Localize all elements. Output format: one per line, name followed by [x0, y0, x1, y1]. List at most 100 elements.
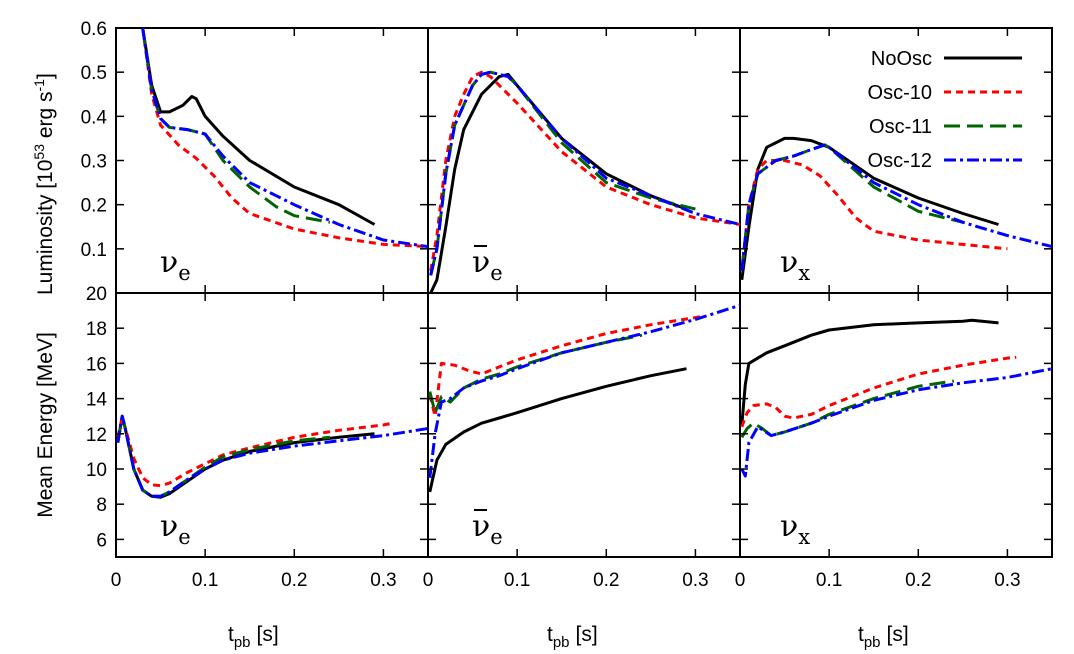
data-curves [116, 28, 1052, 499]
series-line-osc-10 [141, 28, 428, 249]
xlabel-col-2: tpb [s] [858, 623, 909, 651]
y-tick-label-bottom: 20 [86, 284, 107, 305]
y-tick-label-top: 0.6 [81, 19, 107, 40]
flavor-label-bottom-nuebar: νe [472, 509, 503, 549]
y-tick-label-bottom: 6 [96, 530, 107, 551]
series-line-osc-10 [429, 70, 740, 272]
ylabel-top-sup: 53 [31, 144, 47, 160]
y-tick-label-bottom: 16 [86, 354, 107, 375]
ylabel-bottom: Mean Energy [MeV] [34, 332, 57, 518]
legend: NoOsc Osc-10 Osc-11 Osc-12 [868, 48, 1022, 172]
panel-bottom-2 [740, 318, 1052, 478]
series-line-osc-11 [141, 28, 331, 224]
ylabel-top-post: erg s [34, 91, 57, 144]
series-line-osc-12 [141, 28, 428, 249]
flavor-base: ν [780, 245, 798, 280]
flavor-base: ν [160, 245, 178, 280]
panel-bottom-1 [428, 303, 740, 493]
ylabel-top-sup2: -1 [31, 79, 47, 92]
series-line-osc-11 [428, 333, 643, 415]
series-line-osc-10 [116, 416, 393, 488]
flavor-sub: x [798, 525, 810, 549]
flavor-label-top-nue: νe [160, 245, 191, 285]
panel-frame [739, 292, 1053, 558]
x-tick-label: 0.1 [504, 570, 530, 591]
xlabel-sub: pb [864, 634, 881, 651]
xlabel-col-1: tpb [s] [547, 623, 598, 651]
x-tick-label: 0.3 [370, 570, 396, 591]
series-line-osc-10 [740, 355, 1017, 428]
xlabel-sub: pb [234, 634, 251, 651]
flavor-label-top-nux: νx [780, 245, 810, 285]
panel-top-2 [740, 136, 1052, 280]
x-tick-label: 0 [111, 570, 122, 591]
axis-ticks [115, 27, 1052, 557]
ylabel-top-pre: Luminosity [10 [34, 160, 57, 295]
xlabel-base: t [228, 623, 234, 646]
y-tick-label-top: 0.4 [81, 107, 108, 128]
flavor-sub: x [798, 261, 810, 285]
xlabel-sub: pb [553, 634, 570, 651]
y-tick-label-bottom: 12 [86, 425, 107, 446]
series-line-noosc [141, 28, 376, 226]
ylabel-top-end: ] [34, 73, 57, 79]
flavor-base: ν [472, 509, 490, 544]
y-tick-label-bottom: 18 [86, 319, 107, 340]
x-tick-label: 0.2 [593, 570, 619, 591]
series-line-osc-10 [740, 159, 1008, 272]
series-line-noosc [428, 367, 687, 493]
flavor-sub: e [178, 525, 190, 549]
y-tick-label-top: 0.5 [81, 63, 107, 84]
flavor-label-bottom-nue: νe [160, 509, 191, 549]
xlabel-col-0: tpb [s] [228, 623, 279, 651]
panel-bottom-0 [116, 414, 428, 499]
flavor-sub: e [490, 525, 502, 549]
series-line-osc-12 [740, 143, 1052, 272]
panel-top-1 [429, 70, 740, 293]
y-tick-label-bottom: 8 [96, 495, 107, 516]
y-tick-label-top: 0.2 [81, 196, 107, 217]
series-line-osc-11 [116, 414, 331, 498]
flavor-sub: e [490, 261, 502, 285]
x-tick-label: 0 [735, 570, 746, 591]
legend-label-osc11: Osc-11 [869, 116, 932, 138]
series-line-osc-12 [116, 414, 428, 498]
y-tick-label-bottom: 10 [86, 460, 107, 481]
flavor-label-bottom-nux: νx [780, 509, 810, 549]
panel-top-0 [141, 28, 428, 249]
series-line-osc-11 [740, 379, 955, 439]
y-tick-label-top: 0.3 [81, 152, 107, 173]
legend-label-noosc: NoOsc [871, 48, 932, 70]
xlabel-base: t [547, 623, 553, 646]
series-line-osc-12 [429, 70, 740, 276]
x-tick-label: 0.1 [192, 570, 218, 591]
legend-label-osc12: Osc-12 [868, 150, 932, 172]
series-line-osc-12 [428, 303, 740, 478]
xlabel-unit: [s] [887, 623, 909, 646]
x-tick-label: 0 [423, 570, 434, 591]
x-tick-label: 0.3 [682, 570, 708, 591]
x-tick-label: 0.1 [816, 570, 842, 591]
series-line-noosc [429, 72, 688, 293]
flavor-sub: e [178, 261, 190, 285]
xlabel-base: t [858, 623, 864, 646]
xlabel-unit: [s] [576, 623, 598, 646]
x-tick-label: 0.3 [994, 570, 1020, 591]
y-tick-label-bottom: 14 [86, 390, 108, 411]
tick-labels: 0 0.1 0.2 0.3 0 0.1 0.2 0.3 0 0.1 0.2 0.3 0.1 0.2 0.3 0… [81, 19, 1021, 591]
series-line-osc-11 [429, 70, 696, 276]
panel-frames [115, 27, 1053, 558]
flavor-base: ν [160, 509, 178, 544]
x-tick-label: 0.2 [281, 570, 307, 591]
y-tick-label-top: 0.1 [81, 240, 107, 261]
x-tick-label: 0.2 [905, 570, 931, 591]
series-line-noosc [740, 318, 999, 426]
xlabel-unit: [s] [257, 623, 279, 646]
series-line-osc-10 [428, 314, 705, 418]
flavor-base: ν [780, 509, 798, 544]
series-line-osc-12 [740, 367, 1052, 478]
series-line-osc-11 [740, 143, 964, 272]
flavor-label-top-nuebar: νe [472, 245, 503, 285]
flavor-base: ν [472, 245, 490, 280]
